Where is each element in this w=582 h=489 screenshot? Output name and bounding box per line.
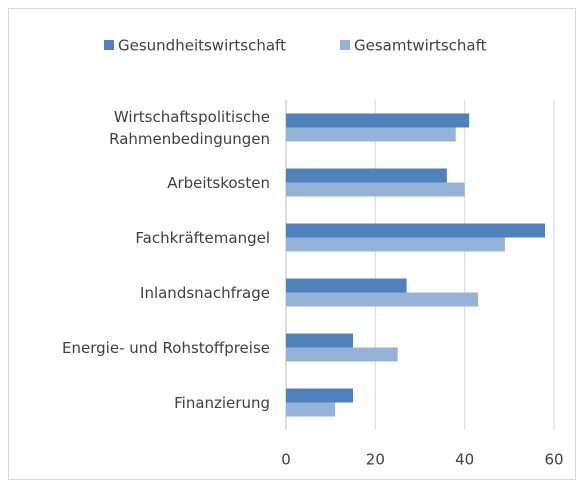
y-tick-label: Energie- und Rohstoffpreise [62, 338, 270, 357]
x-tick-label: 20 [366, 451, 385, 469]
legend-swatch [104, 40, 114, 50]
y-tick-label: Wirtschaftspolitische Rahmenbedingungen [109, 107, 270, 148]
bar [286, 168, 447, 183]
bar [286, 223, 546, 238]
bar [286, 333, 353, 348]
legend-label: Gesamtwirtschaft [354, 37, 487, 55]
bar [286, 127, 456, 142]
legend-swatch [340, 40, 350, 50]
x-tick-label: 60 [544, 451, 563, 469]
bar [286, 402, 336, 417]
x-tick-label: 40 [455, 451, 474, 469]
bar [286, 292, 479, 307]
y-tick-label: Fachkräftemangel [135, 228, 270, 247]
bar [286, 113, 470, 128]
bar [286, 388, 353, 403]
legend-label: Gesundheitswirtschaft [118, 37, 286, 55]
bar [286, 182, 465, 197]
y-tick-label: Inlandsnachfrage [140, 283, 270, 302]
bar [286, 237, 505, 252]
y-tick-label: Finanzierung [174, 393, 270, 412]
bar [286, 278, 407, 293]
y-tick-label: Arbeitskosten [167, 173, 270, 192]
bar [286, 347, 398, 362]
x-tick-label: 0 [281, 451, 291, 469]
